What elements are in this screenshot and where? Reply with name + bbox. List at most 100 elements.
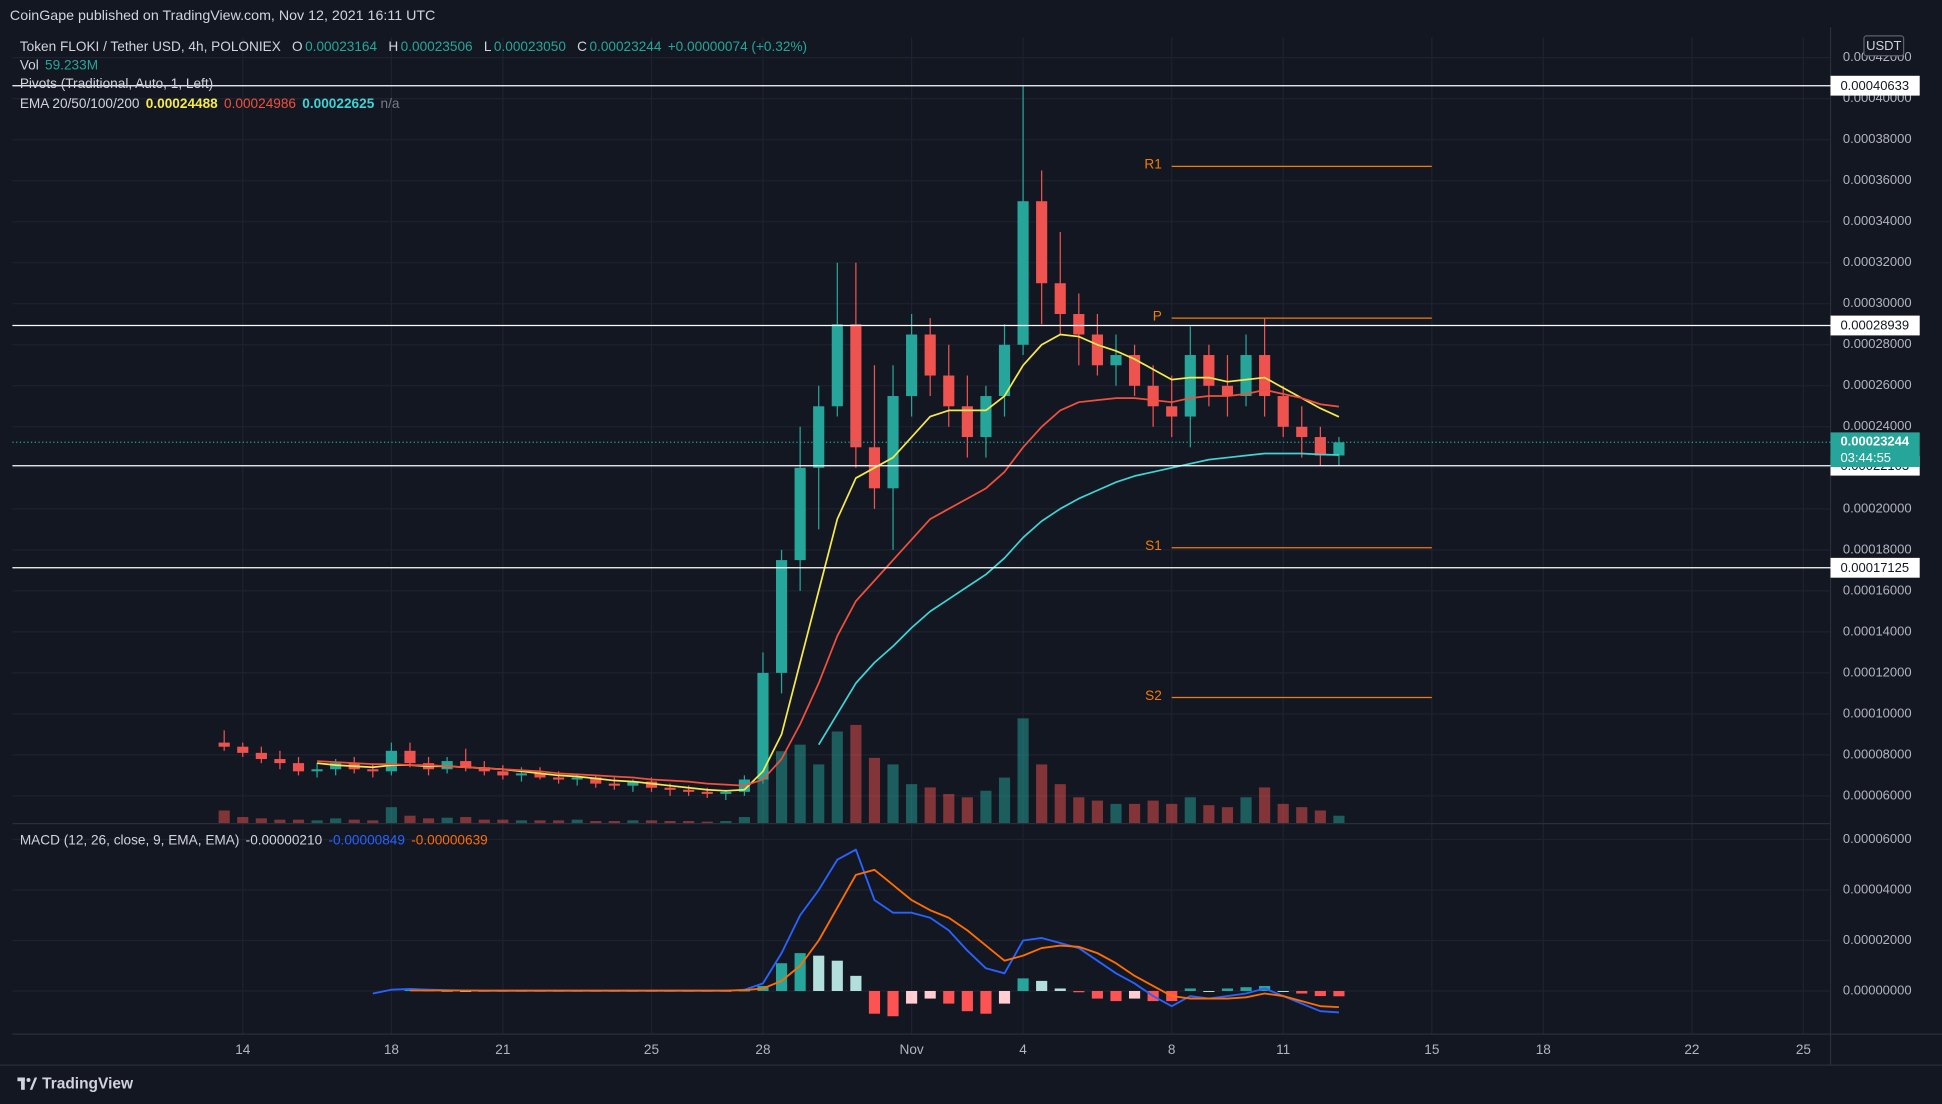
macd-histogram-bar <box>1054 988 1066 991</box>
volume-bar <box>1184 797 1196 824</box>
grid <box>12 37 1831 1035</box>
macd-histogram-bar <box>868 990 881 1014</box>
volume-bar <box>627 820 639 824</box>
macd-histogram-bar <box>1036 980 1048 991</box>
candle-body <box>701 791 713 794</box>
candle-body <box>1128 355 1141 386</box>
y-tick-label: 0.00020000 <box>1843 500 1912 515</box>
x-tick-label: 25 <box>1796 1042 1811 1057</box>
volume-bar <box>683 820 695 824</box>
volume-bar <box>1091 800 1103 824</box>
candle-body <box>683 789 695 792</box>
candle-body <box>571 777 583 780</box>
macd-histogram-bar <box>813 955 825 991</box>
y-tick-label: 0.00034000 <box>1843 213 1912 228</box>
volume-bar <box>1017 718 1029 824</box>
y-tick-label: 0.00026000 <box>1843 377 1912 392</box>
volume-bar <box>441 817 453 824</box>
price-labels: 0.000406330.000289390.000221030.00017125… <box>12 75 1920 578</box>
macd-histogram-bar <box>887 990 899 1017</box>
volume-bar <box>998 777 1011 824</box>
price-pane: R1 P S1 S2 <box>218 86 1432 824</box>
macd-histogram-bar <box>1184 988 1196 991</box>
volume-bar <box>590 820 602 824</box>
volume-bar <box>1296 807 1308 824</box>
macd-hist-value: -0.00000210 <box>245 833 323 849</box>
ohlc-value: 0.00023050 <box>493 39 566 55</box>
volume-bar <box>571 819 583 824</box>
y-tick-label: 0.00024000 <box>1843 418 1912 433</box>
x-tick-label: Nov <box>900 1042 924 1057</box>
volume-bar <box>311 820 323 824</box>
ema-line <box>317 389 1340 787</box>
ohlc-value: 0.00023506 <box>400 39 473 55</box>
last-price-label: 0.00023244 <box>1840 434 1909 449</box>
ema-value: 0.00024986 <box>224 96 297 112</box>
y-tick-label: 0.00006000 <box>1843 787 1912 802</box>
y-tick-label: 0.00028000 <box>1843 336 1912 351</box>
x-tick-label: 15 <box>1424 1042 1439 1057</box>
macd-histogram-bar <box>850 975 862 991</box>
volume-bar <box>460 817 472 824</box>
volume-bar <box>274 819 286 824</box>
volume-bar <box>608 820 620 824</box>
volume-bar <box>645 820 658 824</box>
volume-bar <box>534 820 546 824</box>
level-label-box <box>1830 75 1920 96</box>
y-tick-label: 0.00004000 <box>1843 881 1912 896</box>
candle-body <box>1259 355 1271 397</box>
candle-body <box>255 752 267 760</box>
y-tick-label: 0.00038000 <box>1843 131 1912 146</box>
y-tick-label: 0.00014000 <box>1843 623 1912 638</box>
candle-body <box>757 672 769 780</box>
pivot-label: R1 <box>1144 157 1161 172</box>
ema-title: EMA 20/50/100/200 <box>19 96 140 112</box>
candle-body <box>924 334 936 376</box>
ohlc-key: C <box>577 39 587 55</box>
candle-body <box>1277 396 1289 427</box>
volume-bar <box>887 764 899 824</box>
macd-histogram-bar <box>1203 990 1215 992</box>
x-tick-label: 25 <box>644 1042 659 1057</box>
macd-histogram-bar <box>1017 978 1029 991</box>
candle-body <box>1221 385 1234 397</box>
x-tick-label: 18 <box>1536 1042 1551 1057</box>
candle-body <box>850 324 862 448</box>
macd-histogram-bar <box>1240 987 1252 991</box>
candle-body <box>998 344 1011 397</box>
macd-histogram-bar <box>1073 990 1085 993</box>
level-label-box <box>1830 315 1920 336</box>
change: +0.00000074 (+0.32%) <box>667 39 808 55</box>
macd-legend: MACD (12, 26, close, 9, EMA, EMA) -0.000… <box>20 834 490 849</box>
macd-histogram-bar <box>943 990 955 1004</box>
ohlc-value: 0.00023164 <box>305 39 378 55</box>
footer-brand: TradingView <box>17 1075 133 1092</box>
macd-histogram-bar <box>980 990 992 1014</box>
candle-body <box>590 777 602 784</box>
volume-bar <box>664 820 676 824</box>
candle-body <box>367 769 379 772</box>
candle-body <box>1314 437 1326 456</box>
volume-bar <box>385 807 397 824</box>
candle-body <box>515 773 528 776</box>
volume-bar <box>906 784 918 824</box>
symbol: Token FLOKI / Tether USD, 4h, POLONIEX <box>19 39 281 55</box>
candle-body <box>478 767 490 772</box>
volume-bar <box>961 797 973 824</box>
pivot-label: P <box>1153 308 1162 323</box>
pivot-label: S2 <box>1145 688 1162 703</box>
macd-histogram-bar <box>961 990 973 1012</box>
y-tick-label: 0.00036000 <box>1843 172 1912 187</box>
ohlc-key: O <box>292 39 303 55</box>
y-tick-label: 0.00010000 <box>1843 705 1912 720</box>
candle-body <box>1147 385 1159 407</box>
pivot-label: S1 <box>1145 538 1162 553</box>
volume-bar <box>720 820 732 824</box>
candle-body <box>1203 355 1215 386</box>
volume-bar <box>237 817 249 824</box>
y-tick-label: 0.00012000 <box>1843 664 1912 679</box>
candle-body <box>1166 406 1178 417</box>
